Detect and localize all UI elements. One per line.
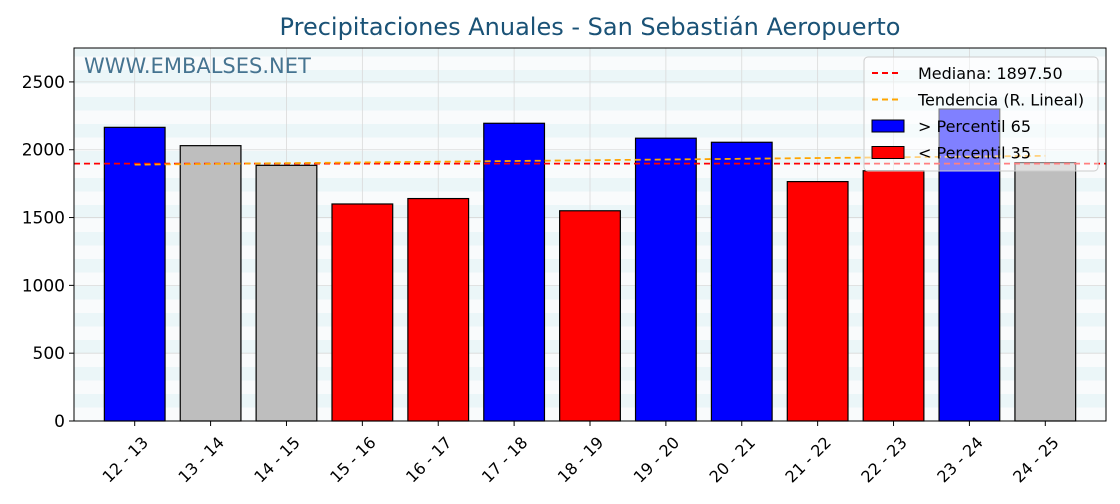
x-tick-label: 20 - 21: [706, 433, 760, 487]
y-tick-label: 2500: [22, 73, 65, 93]
legend-low-marker: [871, 146, 905, 159]
bar-19-20: [634, 137, 697, 422]
bar-16-17: [407, 197, 470, 422]
legend-low-label: < Percentil 35: [918, 144, 1031, 163]
x-tick-label: 21 - 22: [781, 433, 835, 487]
bar-20-21: [710, 141, 773, 422]
y-tick-label: 0: [54, 412, 65, 432]
y-tick-label: 1500: [22, 209, 65, 229]
x-tick-label: 19 - 20: [630, 433, 684, 487]
bar-22-23: [862, 170, 925, 422]
bar-13-14: [179, 145, 242, 422]
bar-12-13: [103, 126, 166, 422]
bar-17-18: [483, 122, 546, 422]
x-tick-label: 23 - 24: [933, 433, 987, 487]
bar-21-22: [786, 181, 849, 422]
x-tick-label: 14 - 15: [250, 433, 304, 487]
bar-14-15: [255, 164, 318, 422]
legend-high-marker: [871, 119, 905, 133]
y-tick-label: 1000: [22, 276, 65, 296]
x-tick-label: 16 - 17: [402, 433, 456, 487]
x-tick-label: 24 - 25: [1009, 433, 1063, 487]
watermark: WWW.EMBALSES.NET: [84, 54, 311, 78]
legend: Mediana: 1897.50 Tendencia (R. Lineal) > …: [863, 56, 1099, 172]
legend-box: [863, 56, 1099, 172]
legend-high-label: > Percentil 65: [918, 117, 1031, 136]
bar-18-19: [559, 210, 621, 422]
y-tick-label: 2000: [22, 141, 65, 161]
y-tick-label: 500: [33, 344, 65, 364]
bar-24-25: [1014, 162, 1077, 422]
bars: [103, 108, 1077, 422]
bar-15-16: [331, 203, 394, 422]
x-tick-label: 15 - 16: [326, 433, 380, 487]
chart-title: Precipitaciones Anuales - San Sebastián …: [280, 13, 901, 41]
legend-trend-label: Tendencia (R. Lineal): [917, 91, 1084, 110]
x-tick-label: 12 - 13: [99, 433, 153, 487]
x-tick-label: 17 - 18: [478, 433, 532, 487]
x-tick-label: 22 - 23: [857, 433, 911, 487]
legend-median-label: Mediana: 1897.50: [918, 64, 1063, 83]
trend-line: [134, 154, 1046, 166]
x-tick-label: 18 - 19: [554, 433, 608, 487]
x-tick-label: 13 - 14: [174, 433, 228, 487]
